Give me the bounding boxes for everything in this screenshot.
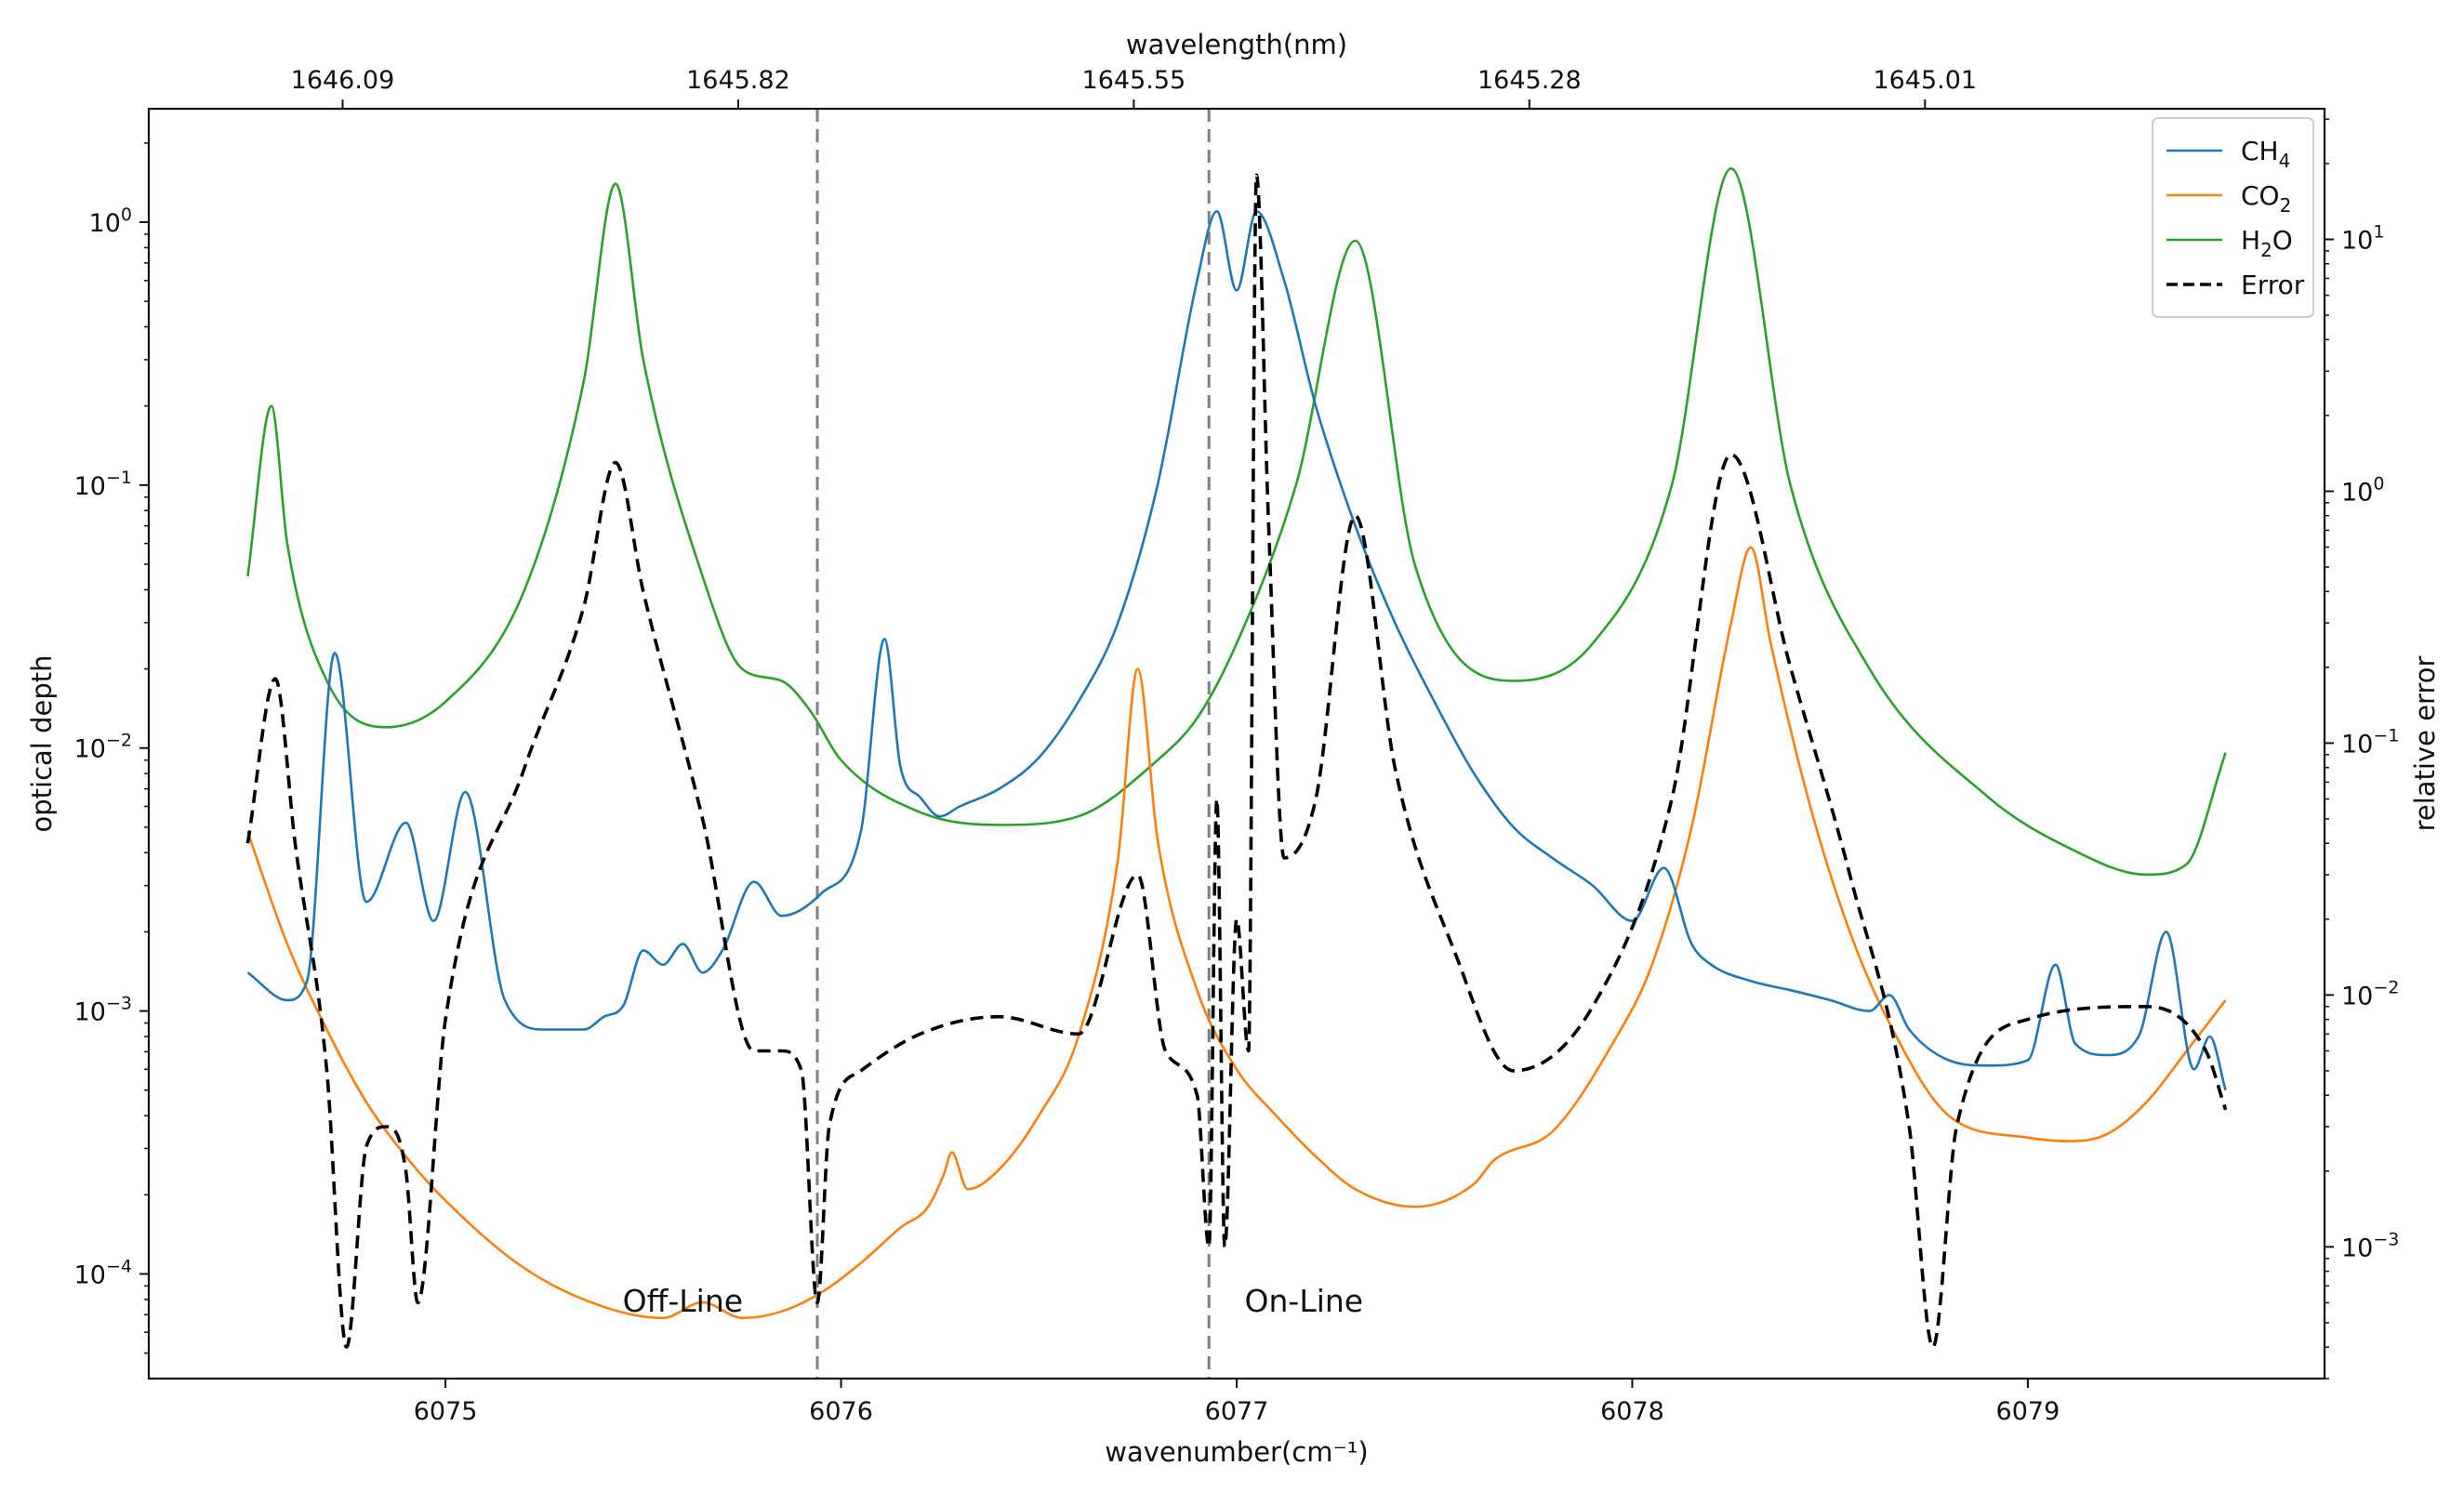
y-right-tick-label-exponent: 1	[2373, 221, 2384, 242]
y-left-tick-label-exponent: −3	[106, 994, 132, 1014]
x-tick-label: 6079	[1996, 1397, 2060, 1426]
legend-label-base: Error	[2241, 270, 2305, 300]
legend-label-base: CH	[2241, 136, 2279, 166]
y-right-tick-label: 10−3	[2341, 1229, 2399, 1262]
y-right-tick-label-base: 10	[2341, 982, 2373, 1010]
x-top-tick-label: 1645.01	[1873, 66, 1977, 95]
y-left-tick-label-base: 10	[74, 998, 106, 1027]
y-left-tick-label-exponent: −1	[106, 468, 132, 488]
y-right-tick-label-exponent: −3	[2373, 1229, 2399, 1249]
axis-labels: wavenumber(cm⁻¹) wavelength(nm) optical …	[26, 29, 2441, 1468]
series-line-co2	[246, 546, 2227, 1320]
x-axis-label: wavenumber(cm⁻¹)	[1105, 1436, 1368, 1468]
y-left-tick-label-base: 10	[74, 1261, 106, 1289]
legend-label-co2: CO2	[2241, 180, 2291, 217]
y-left-tick-label: 10−2	[74, 731, 132, 764]
y-right-tick-label-base: 10	[2341, 478, 2373, 507]
axes-layer: 6075 6076 6077 6078 6079 1646.09 1645.82 1645.5…	[74, 66, 2400, 1426]
y-left-tick-label: 10−3	[74, 994, 132, 1027]
legend-label-subscript: 2	[2280, 194, 2292, 217]
y-left-tick-label: 10−4	[74, 1256, 132, 1289]
y-right-tick-label-exponent: −2	[2373, 977, 2399, 997]
legend-label-tail: O	[2272, 225, 2293, 256]
legend-label-ch4: CH4	[2241, 136, 2290, 172]
y-left-tick-label-exponent: 0	[121, 205, 132, 225]
y-left-tick-label-exponent: −2	[106, 731, 132, 751]
y-left-tick-label-base: 10	[89, 209, 121, 238]
legend-label-subscript: 4	[2279, 150, 2291, 172]
x-tick-label: 6076	[809, 1397, 873, 1426]
y-right-tick-label: 10−2	[2341, 977, 2399, 1010]
y-left-tick-label: 10−1	[74, 468, 132, 501]
y-right-tick-label: 100	[2341, 473, 2384, 507]
x-top-tick-label: 1645.82	[686, 66, 790, 95]
annotation-off-line: Off-Line	[623, 1283, 743, 1319]
y-right-tick-label-base: 10	[2341, 1234, 2373, 1262]
y-right-tick-label: 101	[2341, 221, 2384, 255]
x-top-tick-label: 1645.28	[1477, 66, 1582, 95]
y-right-tick-label-exponent: 0	[2373, 473, 2384, 494]
y-right-tick-label-exponent: −1	[2373, 725, 2399, 746]
legend-box	[2152, 117, 2314, 318]
x-top-axis-label: wavelength(nm)	[1126, 29, 1347, 60]
y-left-tick-label: 100	[89, 205, 132, 238]
y-right-tick-label-base: 10	[2341, 226, 2373, 255]
y-right-tick-label-base: 10	[2341, 730, 2373, 759]
x-tick-label: 6075	[414, 1397, 478, 1426]
annotation-on-line: On-Line	[1245, 1283, 1364, 1319]
x-tick-label: 6078	[1600, 1397, 1664, 1426]
y-right-tick-label: 10−1	[2341, 725, 2399, 759]
y-right-axis-label: relative error	[2409, 656, 2441, 832]
y-left-tick-label-base: 10	[74, 735, 106, 764]
series-line-ch4	[246, 210, 2227, 1091]
series-layer	[245, 167, 2228, 1349]
x-top-tick-label: 1645.55	[1082, 66, 1186, 95]
legend-label-error: Error	[2241, 270, 2305, 300]
vline-layer	[815, 109, 1211, 1379]
series-line-h2o	[246, 167, 2227, 877]
y-left-tick-label-base: 10	[74, 472, 106, 501]
annotation-layer: Off-Line On-Line	[623, 1283, 1363, 1319]
legend-label-h2o: H2O	[2241, 225, 2293, 261]
legend-label-base: CO	[2241, 180, 2280, 211]
y-left-tick-label-exponent: −4	[106, 1256, 132, 1276]
x-tick-label: 6077	[1205, 1397, 1269, 1426]
legend-label-base: H	[2241, 225, 2260, 256]
x-top-tick-label: 1646.09	[291, 66, 395, 95]
legend-label-subscript: 2	[2260, 239, 2272, 261]
series-line-error	[245, 173, 2228, 1349]
y-left-axis-label: optical depth	[26, 655, 58, 833]
